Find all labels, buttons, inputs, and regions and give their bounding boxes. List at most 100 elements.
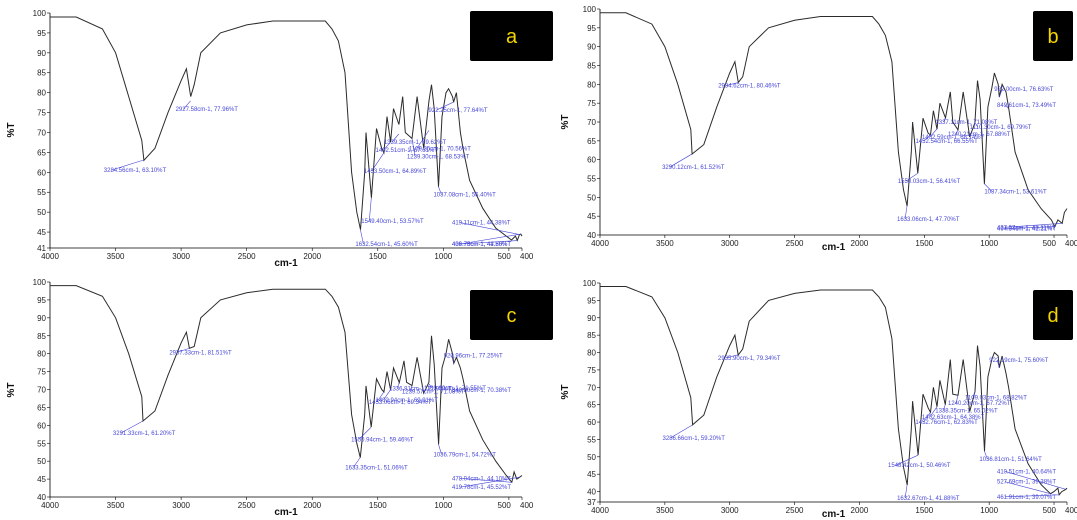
peak-annotation: 2937.33cm-1, 81.51%T (169, 350, 232, 356)
x-tick-label: 3500 (656, 239, 674, 248)
peak-annotation: 436.75cm-1, 42.86%T (452, 242, 511, 248)
annotation-leader (996, 359, 1000, 368)
panel-badge-label: d (1047, 305, 1058, 327)
peak-annotation: 1632.67cm-1, 41.88%T (897, 496, 960, 502)
annotation-leader (369, 197, 372, 221)
x-tick-label: 4000 (591, 239, 609, 248)
peak-annotation: 1402.63cm-1, 64.38%T (922, 415, 985, 421)
y-tick-label: 80 (587, 349, 596, 358)
y-tick-label: 55 (37, 188, 46, 197)
annotation-leader (1004, 481, 1051, 495)
x-tick-label: 4000 (41, 501, 59, 510)
annotation-leader (358, 427, 372, 440)
annotation-leader (383, 141, 391, 151)
chart-panel-a: 41 45 50 55 60 65 70 75 80 85 90 95 100 4000 3500 3000 2… (6, 9, 553, 269)
annotation-leader (923, 412, 931, 423)
x-tick-label: 500 (1043, 239, 1057, 248)
y-tick-label: 90 (587, 314, 596, 323)
annotation-leader (999, 88, 1003, 98)
x-axis-label: cm-1 (274, 507, 298, 518)
peak-annotation: 1452.76cm-1, 62.83%T (915, 420, 978, 426)
x-axis-label: cm-1 (274, 258, 298, 269)
x-tick-label: 1000 (434, 252, 452, 261)
peak-annotation: 1110.30cm-1, 69.79%T (970, 125, 1032, 131)
annotation-leader (177, 347, 190, 353)
annotation-leader (436, 101, 454, 111)
peak-annotation: 1109.35cm-1, 70.56%T (409, 146, 471, 152)
x-tick-label: 2000 (851, 506, 869, 515)
annotation-leader (942, 404, 946, 411)
peak-annotation: 849.61cm-1, 73.49%T (997, 103, 1056, 109)
y-tick-label: 50 (587, 453, 596, 462)
y-tick-label: 55 (587, 435, 596, 444)
peak-annotation: 1037.08cm-1, 56.40%T (433, 193, 496, 199)
y-tick-label: 65 (37, 148, 46, 157)
y-tick-label: 50 (37, 208, 46, 217)
annotation-leader (895, 454, 919, 466)
y-tick-label: 70 (587, 118, 596, 127)
y-tick-label: 41 (37, 244, 46, 253)
peak-annotation: 410.51cm-1, 40.64%T (997, 469, 1056, 475)
panel-badge-label: b (1047, 26, 1058, 48)
peak-annotation: 3291.33cm-1, 61.20%T (113, 431, 176, 437)
annotation-leader (459, 387, 464, 391)
y-tick-label: 85 (37, 69, 46, 78)
y-tick-label: 65 (37, 403, 46, 412)
annotation-leader (111, 159, 144, 171)
x-tick-label: 400 (520, 252, 534, 261)
peak-annotation: 3286.66cm-1, 59.20%T (663, 436, 726, 442)
annotation-leader (1004, 222, 1063, 228)
x-tick-label: 1000 (434, 501, 452, 510)
x-tick-label: 4000 (591, 506, 609, 515)
y-tick-label: 95 (587, 24, 596, 33)
y-tick-label: 80 (587, 80, 596, 89)
peak-annotation: 1036.81cm-1, 51.64%T (979, 457, 1042, 463)
annotation-leader (183, 100, 191, 109)
y-tick-label: 60 (587, 418, 596, 427)
annotation-leader (396, 382, 400, 389)
x-tick-label: 1000 (980, 506, 998, 515)
annotation-leader (411, 138, 416, 157)
peak-annotation: 461.91cm-1, 39.07%T (997, 495, 1056, 501)
peak-annotation: 1338.35cm-1, 65.02%T (935, 409, 998, 415)
y-tick-label: 75 (37, 368, 46, 377)
y-tick-label: 65 (587, 401, 596, 410)
peak-annotation: 1336.81cm-1, 71.93%T (389, 387, 452, 393)
annotation-leader (1004, 226, 1055, 229)
peak-annotation: 437.07cm-1, 43.11%T (997, 225, 1056, 231)
x-tick-label: 3000 (721, 239, 739, 248)
x-tick-label: 4000 (41, 252, 59, 261)
y-tick-label: 90 (587, 43, 596, 52)
annotation-leader (120, 420, 144, 434)
x-tick-label: 2000 (303, 501, 321, 510)
y-tick-label: 90 (37, 314, 46, 323)
peak-annotation: 1548.42cm-1, 50.46%T (888, 463, 951, 469)
annotation-leader (955, 129, 959, 135)
spectrum-line (50, 285, 523, 484)
y-tick-label: 80 (37, 89, 46, 98)
peak-annotation: 419.78cm-1, 45.52%T (452, 485, 511, 491)
y-tick-label: 45 (587, 470, 596, 479)
y-tick-label: 70 (37, 386, 46, 395)
y-tick-label: 100 (583, 5, 597, 14)
annotation-leader (459, 476, 520, 488)
panel-badge-label: a (506, 26, 518, 48)
x-tick-label: 1000 (980, 239, 998, 248)
annotation-leader (726, 82, 739, 86)
peak-annotation: 922.19cm-1, 75.60%T (989, 358, 1048, 364)
y-tick-label: 60 (587, 156, 596, 165)
y-tick-label: 90 (37, 49, 46, 58)
y-tick-label: 100 (583, 279, 597, 288)
peak-annotation: 1037.34cm-1, 53.61%T (984, 190, 1047, 196)
y-axis-label: %T (6, 123, 17, 138)
annotation-leader (1004, 471, 1066, 490)
peak-annotation: 409.78cm-1, 44.50%T (452, 242, 511, 248)
y-tick-label: 40 (587, 488, 596, 497)
annotation-leader (459, 222, 520, 235)
annotation-leader (929, 128, 938, 138)
annotation-leader (955, 395, 959, 404)
x-tick-label: 400 (520, 501, 534, 510)
peak-annotation: 527.69cm-1, 39.38%T (997, 480, 1056, 486)
peak-annotation: 3290.12cm-1, 61.52%T (662, 165, 725, 171)
